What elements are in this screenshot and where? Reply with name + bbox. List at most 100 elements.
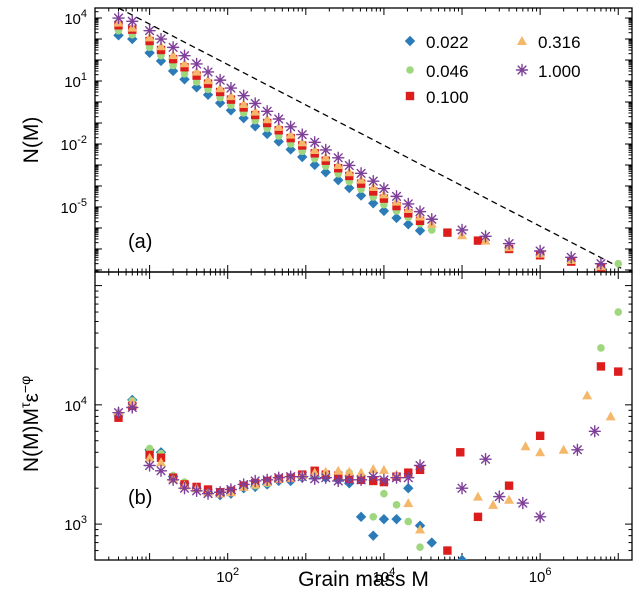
data-point-1.000-stroke	[480, 454, 491, 464]
data-point-0.022	[355, 190, 367, 201]
data-point-0.022	[202, 89, 214, 101]
data-point-1.000	[296, 128, 309, 141]
data-point-0.100	[473, 236, 483, 245]
data-point-1.000-stroke	[156, 34, 166, 44]
data-point-0.046	[427, 226, 436, 234]
legend-marker-0.316	[517, 36, 527, 45]
data-point-1.000-stroke	[535, 512, 545, 522]
data-point-1.000	[455, 482, 469, 495]
data-point-0.022	[378, 205, 390, 217]
data-point-0.046	[404, 517, 413, 526]
data-point-0.316	[179, 58, 190, 68]
data-point-0.022	[238, 112, 249, 124]
series-0.100	[114, 362, 623, 555]
data-point-1.000	[190, 484, 203, 498]
data-point-1.000	[143, 24, 156, 37]
data-point-1.000	[390, 471, 403, 484]
data-point-0.316	[488, 499, 499, 509]
data-point-1.000-stroke	[590, 426, 600, 436]
data-point-0.022	[285, 144, 296, 155]
data-point-0.100	[473, 512, 483, 522]
panel-a: 10410110-210-5N(M)(a)0.0220.0460.1000.31…	[20, 7, 633, 273]
data-point-1.000-stroke	[215, 75, 225, 85]
data-point-1.000-stroke	[168, 42, 178, 52]
x-tick-label-base: 10	[373, 569, 390, 586]
y-tick-label: 104	[64, 395, 87, 415]
y-tick-label-base: 10	[61, 137, 78, 154]
legend-label-0.316: 0.316	[538, 33, 581, 52]
data-point-1.000	[413, 459, 427, 472]
data-point-1.000-stroke	[297, 472, 307, 482]
data-point-1.000-stroke	[344, 475, 354, 485]
y-axis-label-sup: τ	[17, 402, 33, 408]
y-tick-label-exp: -5	[77, 197, 87, 209]
data-point-0.100	[456, 448, 465, 457]
data-point-1.000	[237, 89, 250, 102]
data-point-0.022	[297, 151, 308, 163]
data-point-0.100	[614, 367, 623, 376]
data-point-0.316	[168, 50, 179, 60]
data-point-0.022	[309, 159, 320, 171]
data-point-1.000	[308, 136, 321, 149]
data-point-1.000	[343, 473, 356, 487]
data-point-1.000	[319, 143, 332, 157]
data-point-0.316	[504, 494, 515, 504]
data-point-1.000-stroke	[321, 473, 331, 483]
data-point-1.000	[284, 120, 297, 133]
y-axis-label-sup: −φ	[17, 376, 33, 393]
data-point-0.316	[472, 491, 483, 501]
data-point-1.000-stroke	[226, 83, 236, 93]
data-point-1.000-stroke	[427, 214, 437, 224]
x-tick-label-base: 10	[216, 569, 233, 586]
data-point-1.000-stroke	[403, 199, 413, 209]
data-point-1.000-stroke	[333, 476, 343, 486]
x-tick-label: 106	[529, 566, 552, 586]
legend-marker-0.022	[404, 35, 416, 47]
data-point-1.000-stroke	[596, 259, 606, 269]
data-point-1.000	[201, 65, 215, 79]
data-point-0.100	[379, 194, 389, 203]
data-layer	[112, 8, 623, 272]
data-point-1.000-stroke	[239, 479, 249, 490]
series-0.046	[114, 308, 623, 552]
data-point-0.046	[416, 543, 424, 552]
data-point-1.000	[213, 73, 227, 87]
data-point-0.100	[504, 481, 514, 490]
data-point-1.000-stroke	[391, 473, 402, 483]
data-point-0.046	[614, 259, 623, 268]
data-point-1.000-stroke	[572, 445, 582, 455]
data-point-0.022	[391, 513, 402, 525]
data-point-1.000-stroke	[297, 130, 307, 140]
data-point-0.316	[320, 152, 331, 162]
data-point-1.000-stroke	[274, 114, 284, 124]
data-point-1.000-stroke	[321, 145, 331, 155]
data-point-1.000	[571, 443, 584, 456]
data-point-1.000-stroke	[310, 137, 320, 147]
data-point-0.316	[356, 467, 367, 477]
data-point-0.316	[320, 466, 331, 476]
data-point-1.000-stroke	[250, 476, 260, 486]
data-point-1.000-stroke	[379, 475, 389, 485]
data-point-1.000	[354, 167, 368, 180]
x-tick-label-exp: 6	[545, 566, 551, 578]
series-0.022	[113, 30, 426, 236]
data-point-1.000-stroke	[368, 472, 378, 482]
data-point-0.316	[333, 465, 344, 475]
data-point-1.000	[308, 472, 321, 485]
y-tick-label-base: 10	[64, 398, 81, 415]
data-point-0.316	[262, 114, 273, 124]
data-point-0.316	[558, 444, 569, 454]
data-point-0.046	[180, 70, 189, 78]
data-point-1.000	[213, 486, 227, 499]
data-point-0.022	[320, 167, 331, 178]
data-point-1.000	[533, 244, 547, 258]
data-point-1.000	[413, 205, 427, 218]
data-point-0.022	[403, 219, 414, 230]
y-axis-label: N(M)Mτε−φ	[17, 376, 43, 472]
data-point-0.100	[443, 546, 452, 555]
data-point-1.000-stroke	[356, 475, 366, 485]
data-point-0.022	[344, 182, 355, 194]
y-tick-label: 10-2	[61, 134, 87, 154]
data-point-0.046	[392, 501, 401, 509]
data-point-0.100	[180, 63, 189, 72]
